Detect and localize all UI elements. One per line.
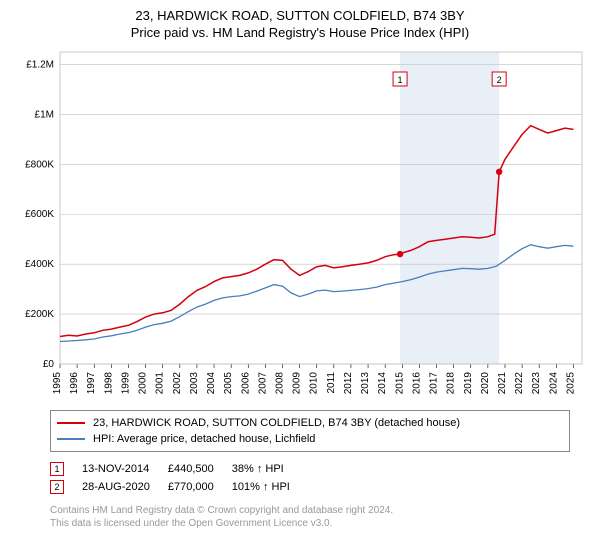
svg-text:1: 1 [398,75,403,85]
svg-text:2003: 2003 [189,372,200,395]
legend-label: HPI: Average price, detached house, Lich… [93,431,315,447]
sale-marker-box: 2 [50,480,64,494]
svg-text:1997: 1997 [86,372,97,395]
svg-text:2004: 2004 [206,372,217,395]
svg-text:2002: 2002 [172,372,183,395]
svg-text:£0: £0 [43,359,55,370]
sale-date: 28-AUG-2020 [82,478,168,496]
svg-text:2017: 2017 [429,372,440,395]
svg-text:2012: 2012 [343,372,354,395]
footer-line: This data is licensed under the Open Gov… [50,517,588,530]
subtitle: Price paid vs. HM Land Registry's House … [12,25,588,40]
svg-text:2008: 2008 [274,372,285,395]
title-block: 23, HARDWICK ROAD, SUTTON COLDFIELD, B74… [12,8,588,40]
svg-text:2016: 2016 [411,372,422,395]
svg-text:£200K: £200K [25,309,54,320]
svg-text:1995: 1995 [52,372,63,395]
svg-text:2007: 2007 [257,372,268,395]
sale-marker-box: 1 [50,462,64,476]
footer: Contains HM Land Registry data © Crown c… [50,504,588,530]
legend-label: 23, HARDWICK ROAD, SUTTON COLDFIELD, B74… [93,415,460,431]
legend-swatch [57,422,85,424]
sales-table: 1 13-NOV-2014 £440,500 38% ↑ HPI 2 28-AU… [50,460,308,496]
sale-date: 13-NOV-2014 [82,460,168,478]
svg-text:1998: 1998 [103,372,114,395]
svg-text:2021: 2021 [497,372,508,395]
svg-text:2009: 2009 [292,372,303,395]
sale-price: £770,000 [168,478,232,496]
sale-hpi-diff: 101% ↑ HPI [232,478,308,496]
svg-text:2000: 2000 [138,372,149,395]
svg-text:2011: 2011 [326,372,337,394]
table-row: 1 13-NOV-2014 £440,500 38% ↑ HPI [50,460,308,478]
legend: 23, HARDWICK ROAD, SUTTON COLDFIELD, B74… [50,410,570,452]
svg-text:£600K: £600K [25,209,54,220]
svg-text:2020: 2020 [480,372,491,395]
svg-text:2022: 2022 [514,372,525,395]
svg-text:2024: 2024 [548,372,559,395]
svg-text:2018: 2018 [446,372,457,395]
svg-text:1996: 1996 [69,372,80,395]
svg-text:2014: 2014 [377,372,388,395]
legend-swatch [57,438,85,440]
svg-text:£800K: £800K [25,159,54,170]
legend-item: 23, HARDWICK ROAD, SUTTON COLDFIELD, B74… [57,415,563,431]
svg-text:£1.2M: £1.2M [26,59,54,70]
svg-text:2005: 2005 [223,372,234,395]
svg-text:2025: 2025 [565,372,576,395]
svg-text:2015: 2015 [394,372,405,395]
svg-text:£1M: £1M [35,109,54,120]
sale-price: £440,500 [168,460,232,478]
svg-text:2013: 2013 [360,372,371,395]
chart-container: 23, HARDWICK ROAD, SUTTON COLDFIELD, B74… [0,0,600,560]
legend-item: HPI: Average price, detached house, Lich… [57,431,563,447]
footer-line: Contains HM Land Registry data © Crown c… [50,504,588,517]
svg-text:1999: 1999 [120,372,131,395]
table-row: 2 28-AUG-2020 £770,000 101% ↑ HPI [50,478,308,496]
chart-area: £0 £200K £400K £600K £800K £1M £1.2M 1995 1996 19… [12,44,588,404]
main-title: 23, HARDWICK ROAD, SUTTON COLDFIELD, B74… [12,8,588,23]
sale-hpi-diff: 38% ↑ HPI [232,460,308,478]
line-chart: £0 £200K £400K £600K £800K £1M £1.2M 1995 1996 19… [12,44,588,404]
svg-text:2006: 2006 [240,372,251,395]
svg-text:£400K: £400K [25,259,54,270]
svg-text:2001: 2001 [155,372,166,395]
svg-text:2023: 2023 [531,372,542,395]
svg-text:2: 2 [497,75,502,85]
svg-text:2019: 2019 [463,372,474,395]
svg-text:2010: 2010 [309,372,320,395]
